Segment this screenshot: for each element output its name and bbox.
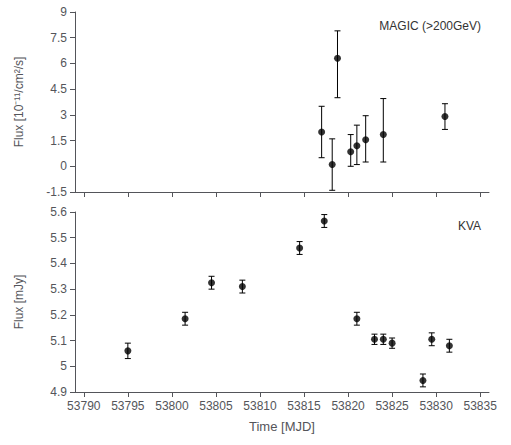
svg-text:5.3: 5.3 (50, 282, 67, 296)
svg-text:4.9: 4.9 (50, 385, 67, 399)
svg-text:9: 9 (60, 5, 67, 19)
svg-text:53790: 53790 (67, 399, 101, 413)
svg-text:5.1: 5.1 (50, 334, 67, 348)
svg-text:Time [MJD]: Time [MJD] (249, 419, 315, 434)
svg-text:5.4: 5.4 (50, 256, 67, 270)
svg-text:6: 6 (60, 56, 67, 70)
svg-text:53830: 53830 (419, 399, 453, 413)
svg-text:3: 3 (60, 108, 67, 122)
svg-text:53805: 53805 (199, 399, 233, 413)
svg-text:Flux [10⁻¹¹/cm²/s]: Flux [10⁻¹¹/cm²/s] (12, 57, 26, 148)
svg-text:4.5: 4.5 (50, 82, 67, 96)
svg-text:MAGIC (>200GeV): MAGIC (>200GeV) (379, 19, 481, 33)
svg-text:5.6: 5.6 (50, 205, 67, 219)
svg-text:7.5: 7.5 (50, 31, 67, 45)
svg-text:53810: 53810 (243, 399, 277, 413)
svg-text:53800: 53800 (155, 399, 189, 413)
svg-text:53795: 53795 (111, 399, 145, 413)
svg-text:1.5: 1.5 (50, 134, 67, 148)
svg-text:53815: 53815 (287, 399, 321, 413)
svg-text:53820: 53820 (331, 399, 365, 413)
svg-text:5: 5 (60, 359, 67, 373)
svg-text:53825: 53825 (375, 399, 409, 413)
svg-text:53835: 53835 (464, 399, 498, 413)
svg-text:KVA: KVA (458, 219, 481, 233)
svg-text:5.2: 5.2 (50, 308, 67, 322)
svg-text:Flux [mJy]: Flux [mJy] (12, 275, 26, 330)
svg-text:-1.5: -1.5 (46, 185, 67, 199)
svg-text:5.5: 5.5 (50, 231, 67, 245)
svg-text:0: 0 (60, 159, 67, 173)
